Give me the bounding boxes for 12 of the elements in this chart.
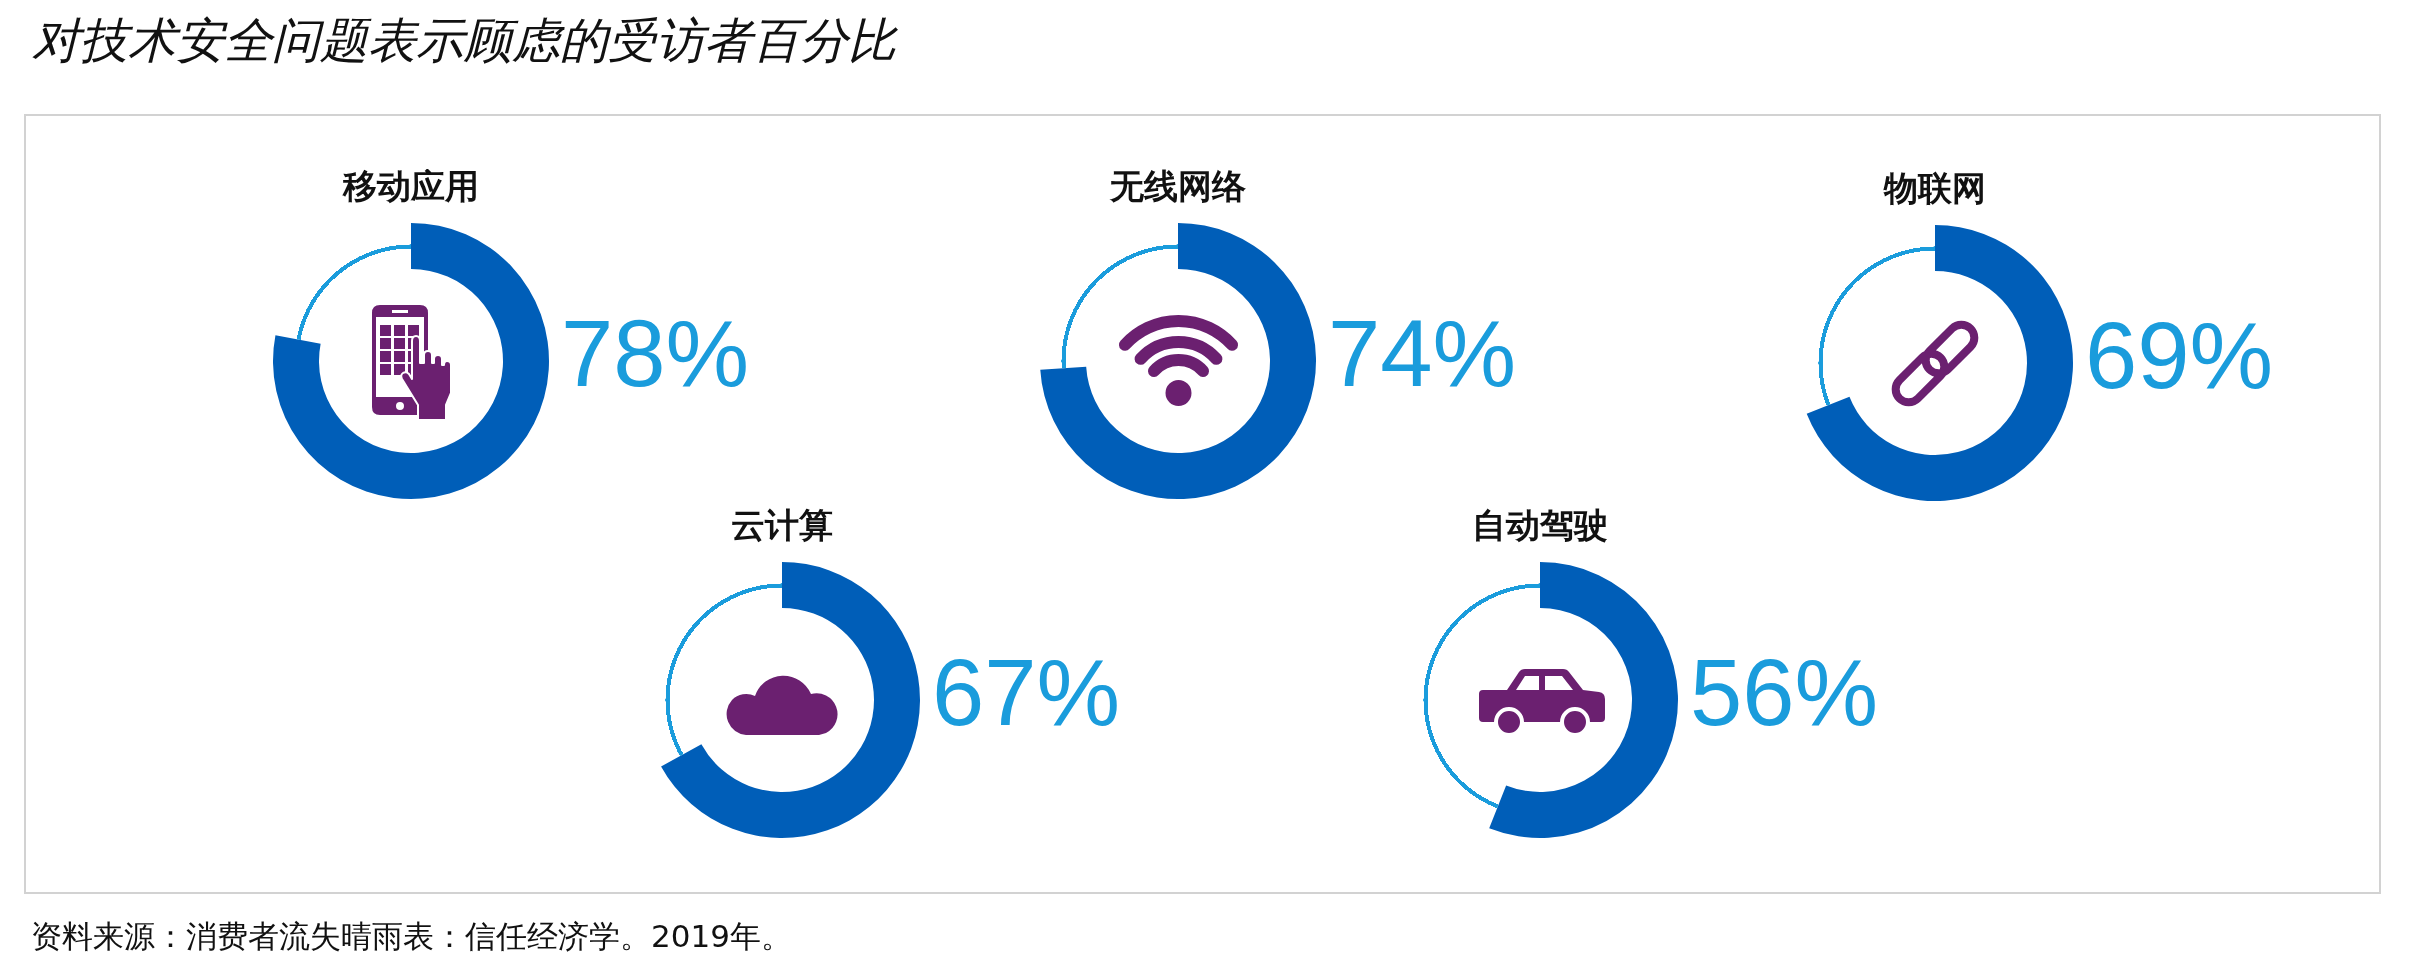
data-label: 78% <box>561 300 750 406</box>
chart-title: 物联网 <box>1883 168 1986 208</box>
data-label: 69% <box>2085 302 2274 408</box>
data-label: 56% <box>1690 639 1879 745</box>
chart-title: 云计算 <box>731 505 833 545</box>
text: 资料来源：消费者流失晴雨表：信任经济学。2019年。 <box>31 918 792 956</box>
data-label: 67% <box>932 639 1121 745</box>
chart-title: 自动驾驶 <box>1472 505 1608 545</box>
data-label: 74% <box>1328 300 1517 406</box>
text: 对技术安全问题表示顾虑的受访者百分比 <box>32 12 896 70</box>
chart-title: 移动应用 <box>342 166 479 206</box>
chart-title: 无线网络 <box>1109 166 1247 206</box>
